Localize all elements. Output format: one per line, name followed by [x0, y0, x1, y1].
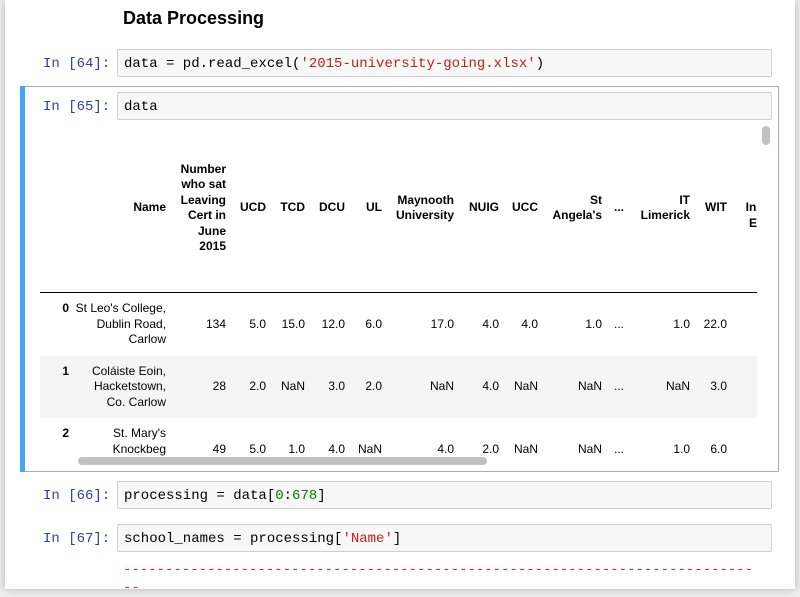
table-cell: 3.0 [710, 379, 727, 393]
row-index: 1 [62, 363, 69, 378]
table-cell: 17.0 [430, 316, 454, 331]
code: processing = data[ [124, 488, 276, 504]
table-cell: 2.0 [249, 379, 266, 393]
column-header: UCC [505, 124, 544, 293]
prompt: In [67]: [43, 531, 111, 547]
table-cell: 6.0 [365, 316, 382, 331]
table-cell: NaN [280, 379, 305, 393]
table-cell: ... [613, 316, 624, 331]
table-cell: 15.0 [281, 316, 305, 331]
code: ] [392, 531, 402, 547]
table-cell: 4.0 [328, 441, 345, 456]
table-cell: 6.0 [710, 441, 727, 456]
table-row: 0 St Leo's College, Dublin Road, Carlow 13… [40, 293, 757, 356]
code: ] [317, 488, 326, 504]
table-cell: Coláiste Eoin, Hacketstown, Co. Carlow [91, 363, 166, 409]
table-cell: 22.0 [703, 316, 727, 331]
column-header: WIT [696, 124, 733, 293]
code-number: 0 [275, 488, 284, 504]
error-line: ----------------------------------------… [123, 562, 754, 578]
table-cell: NaN [665, 379, 690, 393]
column-header: Marino Institute of Education [733, 124, 757, 293]
code-string: 'Name' [342, 531, 393, 547]
table-body: 0 St Leo's College, Dublin Road, Carlow 13… [40, 293, 757, 458]
row-index: 2 [62, 426, 69, 440]
column-header: Name [75, 124, 172, 293]
table-cell: 4.0 [521, 316, 538, 331]
table-cell: 5.0 [249, 316, 266, 331]
column-header: Number who sat Leaving Cert in June 2015 [172, 124, 232, 293]
table-cell: 134 [205, 316, 226, 331]
error-line: -- [123, 580, 140, 596]
table-cell: 1.0 [733, 418, 757, 457]
column-header: DCU [311, 124, 351, 293]
code: data = pd.read_excel( [124, 56, 301, 72]
table-cell: NaN [357, 441, 382, 456]
column-header: NUIG [460, 124, 505, 293]
table-cell: 3.0 [328, 379, 345, 393]
table-cell: 49 [212, 441, 226, 456]
code-input[interactable]: school_names = processing['Name'] [117, 524, 772, 552]
h-scrollbar[interactable] [78, 457, 487, 465]
heading: Data Processing [123, 8, 265, 28]
column-header: UCD [232, 124, 272, 293]
table-row: 2 St. Mary's Knockbeg College, Carlow 49 5.… [40, 418, 757, 457]
code: data [124, 99, 158, 115]
table-cell: 2.0 [482, 441, 499, 456]
code-input[interactable]: processing = data[0:678] [117, 481, 772, 509]
column-header: St Angela's [544, 124, 608, 293]
column-header: IT Limerick [630, 124, 696, 293]
table-header: Name Number who sat Leaving Cert in June … [40, 124, 757, 293]
column-header: TCD [272, 124, 311, 293]
table-cell: NaN [733, 293, 757, 356]
prompt: In [65]: [43, 99, 111, 115]
selection-bar [20, 86, 25, 472]
table-cell: NaN [513, 379, 538, 393]
table-cell: 28 [212, 379, 226, 393]
header-row: Name Number who sat Leaving Cert in June … [40, 124, 757, 293]
v-scrollbar[interactable] [762, 126, 770, 145]
table-cell: NaN [513, 441, 538, 456]
table-cell: 5.0 [249, 441, 266, 456]
dataframe: Name Number who sat Leaving Cert in June … [40, 124, 757, 457]
table-cell: NaN [733, 356, 757, 419]
table-cell: 12.0 [321, 316, 345, 331]
code-input[interactable]: data = pd.read_excel('2015-university-go… [117, 49, 772, 77]
code: school_names = processing[ [124, 531, 343, 547]
table-cell: St Leo's College, Dublin Road, Carlow [75, 301, 166, 346]
table-cell: NaN [577, 441, 602, 456]
index-header [40, 124, 75, 293]
column-header: UL [351, 124, 388, 293]
table-cell: 1.0 [585, 316, 602, 331]
table-cell: NaN [429, 379, 454, 393]
table-cell: 4.0 [482, 379, 499, 393]
table-cell: 4.0 [437, 441, 454, 456]
table-row: 1 Coláiste Eoin, Hacketstown, Co. Carlow 2… [40, 355, 757, 419]
prompt: In [64]: [43, 56, 111, 72]
table-cell: ... [613, 441, 624, 456]
table-cell: St. Mary's Knockbeg College, Carlow [112, 426, 166, 456]
table-cell: 1.0 [673, 441, 690, 456]
column-header: Maynooth University [388, 124, 460, 293]
table-cell: 2.0 [365, 379, 382, 393]
code-number: 678 [292, 488, 318, 504]
code: : [283, 488, 293, 504]
column-header: ... [608, 124, 630, 293]
prompt: In [66]: [43, 488, 111, 504]
table-cell: 1.0 [288, 441, 305, 456]
table-cell: 1.0 [673, 316, 690, 331]
table-cell: ... [613, 379, 624, 393]
code-string: '2015-university-going.xlsx' [300, 56, 536, 72]
row-index: 0 [62, 301, 69, 315]
table-cell: 4.0 [482, 316, 499, 331]
output-area: Name Number who sat Leaving Cert in June … [27, 124, 757, 457]
error-output: ----------------------------------------… [123, 561, 753, 597]
table-cell: NaN [577, 379, 602, 393]
code: ) [535, 56, 545, 72]
code-input[interactable]: data [117, 92, 772, 120]
